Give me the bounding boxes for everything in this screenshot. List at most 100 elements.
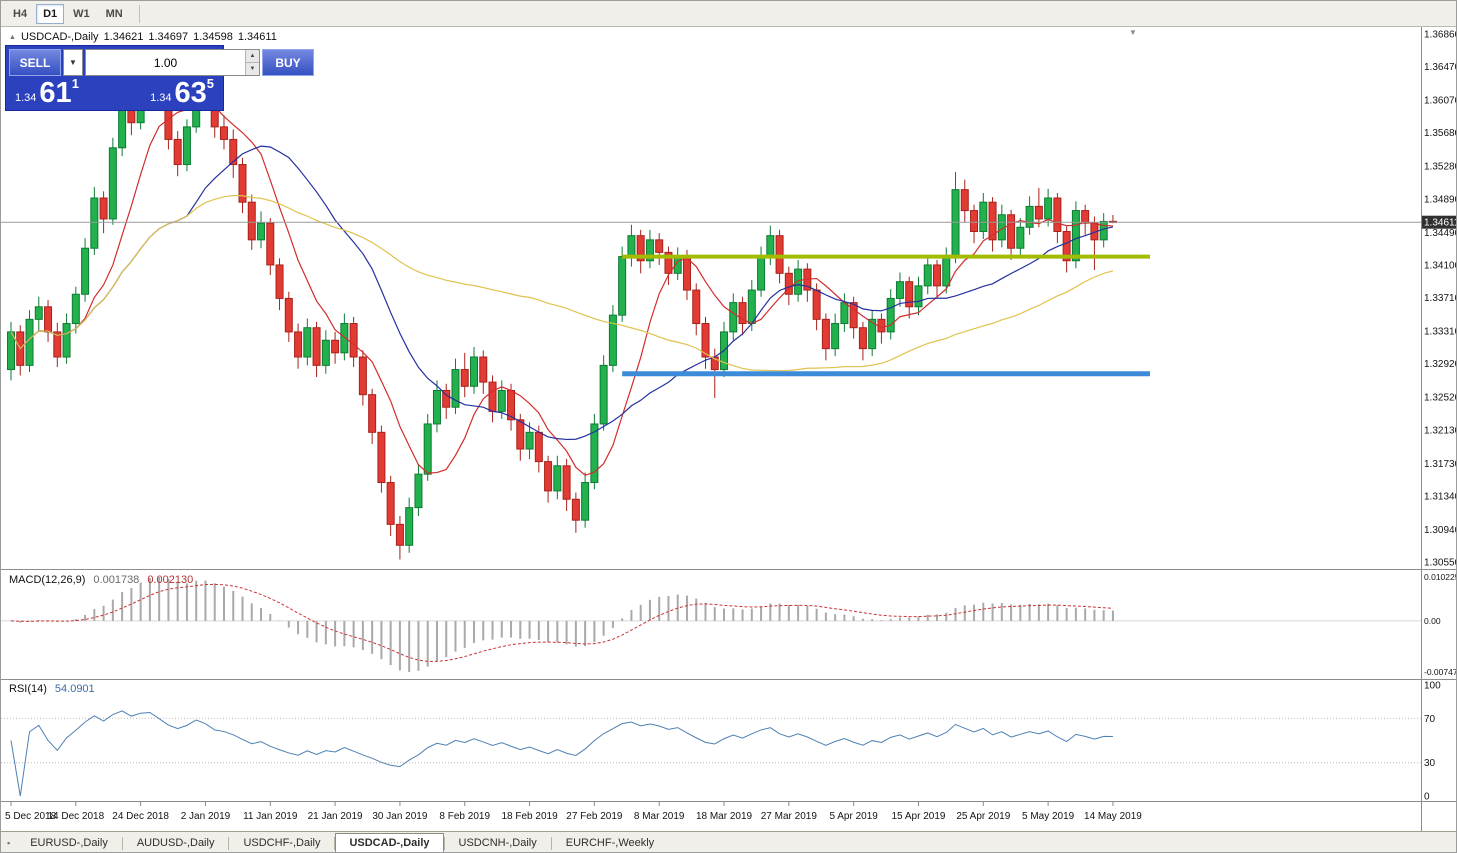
svg-text:15 Apr 2019: 15 Apr 2019	[892, 811, 946, 822]
sell-button[interactable]: SELL	[9, 49, 61, 76]
rsi-indicator-label: RSI(14) 54.0901	[9, 683, 95, 695]
tab-separator	[550, 836, 552, 850]
buy-price-pips: 63	[174, 77, 207, 109]
volume-control: ▲ ▼	[85, 49, 260, 76]
volume-decrease-button[interactable]: ▼	[246, 63, 259, 75]
timeframe-button-w1[interactable]: W1	[66, 4, 97, 24]
buy-price-prefix: 1.34	[150, 92, 172, 104]
timeframe-toolbar: H4 D1 W1 MN	[1, 1, 1456, 27]
svg-text:1.31730: 1.31730	[1424, 459, 1457, 470]
macd-indicator-label: MACD(12,26,9) 0.001738 0.002130	[9, 574, 193, 586]
svg-text:14 Dec 2018: 14 Dec 2018	[47, 811, 104, 822]
svg-text:1.34100: 1.34100	[1424, 260, 1457, 271]
svg-text:18 Feb 2019: 18 Feb 2019	[501, 811, 558, 822]
svg-text:5 Dec 2018: 5 Dec 2018	[5, 811, 57, 822]
svg-text:24 Dec 2018: 24 Dec 2018	[112, 811, 169, 822]
trade-prices-row: 1.34 61 1 1.34 63 5	[9, 76, 220, 109]
s ell-price-point: 1	[71, 76, 79, 91]
volume-dropdown-button[interactable]: ▼	[63, 49, 83, 76]
svg-text:1.35280: 1.35280	[1424, 162, 1457, 173]
chart-title: ▲ USDCAD-,Daily 1.34621 1.34697 1.34598 …	[9, 31, 277, 43]
svg-text:1.33310: 1.33310	[1424, 327, 1457, 338]
sell-price-pips: 61	[39, 77, 72, 109]
buy-button[interactable]: BUY	[262, 49, 314, 76]
chart-tabs-bar: ▪ EURUSD-,Daily AUDUSD-,Daily USDCHF-,Dail…	[1, 831, 1456, 852]
ohlc-high: 1.34697	[148, 31, 189, 43]
timeframe-button-mn[interactable]: MN	[99, 4, 130, 24]
volume-increase-button[interactable]: ▲	[246, 50, 259, 63]
svg-text:0: 0	[1424, 792, 1430, 803]
timeframe-button-group: H4 D1 W1 MN	[5, 3, 131, 24]
svg-text:5 May 2019: 5 May 2019	[1022, 811, 1075, 822]
ohlc-low: 1.34598	[193, 31, 233, 43]
svg-text:0.0102250: 0.0102250	[1424, 572, 1457, 582]
chart-tab-usdchf-daily[interactable]: USDCHF-,Daily	[243, 837, 321, 849]
volume-spinner: ▲ ▼	[245, 50, 259, 75]
svg-text:1.32520: 1.32520	[1424, 393, 1457, 404]
buy-price[interactable]: 1.34 63 5	[150, 76, 214, 109]
svg-text:11 Jan 2019: 11 Jan 2019	[243, 811, 298, 822]
svg-text:1.34490: 1.34490	[1424, 228, 1457, 239]
svg-text:1.36070: 1.36070	[1424, 96, 1457, 107]
chart-shift-marker-icon[interactable]: ▼	[1129, 28, 1137, 37]
svg-text:1.35680: 1.35680	[1424, 128, 1457, 139]
svg-text:1.36860: 1.36860	[1424, 30, 1457, 41]
timeframe-button-d1[interactable]: D1	[36, 3, 65, 24]
ohlc-open: 1.34621	[103, 31, 144, 43]
svg-text:1.36470: 1.36470	[1424, 62, 1457, 73]
tab-separator	[121, 836, 123, 850]
svg-text:27 Mar 2019: 27 Mar 2019	[761, 811, 818, 822]
tab-separator	[228, 836, 230, 850]
svg-text:27 Feb 2019: 27 Feb 2019	[566, 811, 623, 822]
svg-text:8 Mar 2019: 8 Mar 2019	[634, 811, 685, 822]
chart-tab-audusd-daily[interactable]: AUDUSD-,Daily	[136, 837, 215, 849]
svg-text:30 Jan 2019: 30 Jan 2019	[372, 811, 427, 822]
chevron-down-icon: ▼	[69, 58, 77, 67]
chart-tab-usdcad-daily[interactable]: USDCAD-,Daily	[335, 833, 444, 852]
svg-text:1.34890: 1.34890	[1424, 194, 1457, 205]
rsi-value: 54.0901	[54, 683, 95, 695]
sell-price-prefix: 1.34	[15, 92, 37, 104]
sell-price[interactable]: 1.34 61 1	[15, 76, 79, 109]
svg-text:25 Apr 2019: 25 Apr 2019	[956, 811, 1010, 822]
svg-text:1.33710: 1.33710	[1424, 293, 1457, 304]
buy-price-point: 5	[206, 76, 214, 91]
tab-separator	[334, 836, 336, 850]
svg-text:1.31340: 1.31340	[1424, 491, 1457, 502]
svg-text:1.30940: 1.30940	[1424, 525, 1457, 536]
tab-separator	[443, 836, 445, 850]
chart-tabs: EURUSD-,Daily AUDUSD-,Daily USDCHF-,Daily U…	[16, 832, 668, 852]
svg-text:1.32130: 1.32130	[1424, 425, 1457, 436]
svg-text:18 Mar 2019: 18 Mar 2019	[696, 811, 753, 822]
chart-tab-usdcnh-daily[interactable]: USDCNH-,Daily	[458, 837, 537, 849]
svg-text:14 May 2019: 14 May 2019	[1084, 811, 1142, 822]
chart-tab-eurusd-daily[interactable]: EURUSD-,Daily	[30, 837, 108, 849]
chart-symbol-label: USDCAD-,Daily	[20, 31, 99, 43]
svg-text:1.34611: 1.34611	[1424, 218, 1457, 229]
chart-tab-eurchf-weekly[interactable]: EURCHF-,Weekly	[565, 837, 655, 849]
one-click-trading-panel: SELL ▼ ▲ ▼ BUY 1.34 61 1 1.34 63 5	[5, 45, 314, 111]
svg-text:1.30550: 1.30550	[1424, 558, 1457, 569]
toolbar-separator	[138, 4, 140, 23]
macd-name: MACD(12,26,9)	[9, 574, 86, 586]
svg-text:5 Apr 2019: 5 Apr 2019	[829, 811, 878, 822]
svg-text:2 Jan 2019: 2 Jan 2019	[181, 811, 231, 822]
svg-text:1.32920: 1.32920	[1424, 359, 1457, 370]
svg-text:-0.0074750: -0.0074750	[1424, 667, 1457, 677]
macd-value-main: 0.001738	[93, 574, 140, 586]
svg-text:100: 100	[1424, 681, 1441, 692]
chart-symbol-icon: ▲	[9, 33, 16, 41]
ohlc-close: 1.34611	[237, 31, 277, 43]
trade-controls-row: SELL ▼ ▲ ▼ BUY	[9, 49, 314, 76]
window-list-icon: ▪	[7, 838, 11, 848]
svg-text:70: 70	[1424, 714, 1436, 725]
timeframe-button-h4[interactable]: H4	[6, 4, 34, 24]
macd-value-signal: 0.002130	[147, 574, 194, 586]
rsi-name: RSI(14)	[9, 683, 47, 695]
svg-text:30: 30	[1424, 758, 1436, 769]
svg-text:8 Feb 2019: 8 Feb 2019	[439, 811, 490, 822]
volume-input[interactable]	[86, 50, 245, 75]
svg-text:21 Jan 2019: 21 Jan 2019	[308, 811, 363, 822]
